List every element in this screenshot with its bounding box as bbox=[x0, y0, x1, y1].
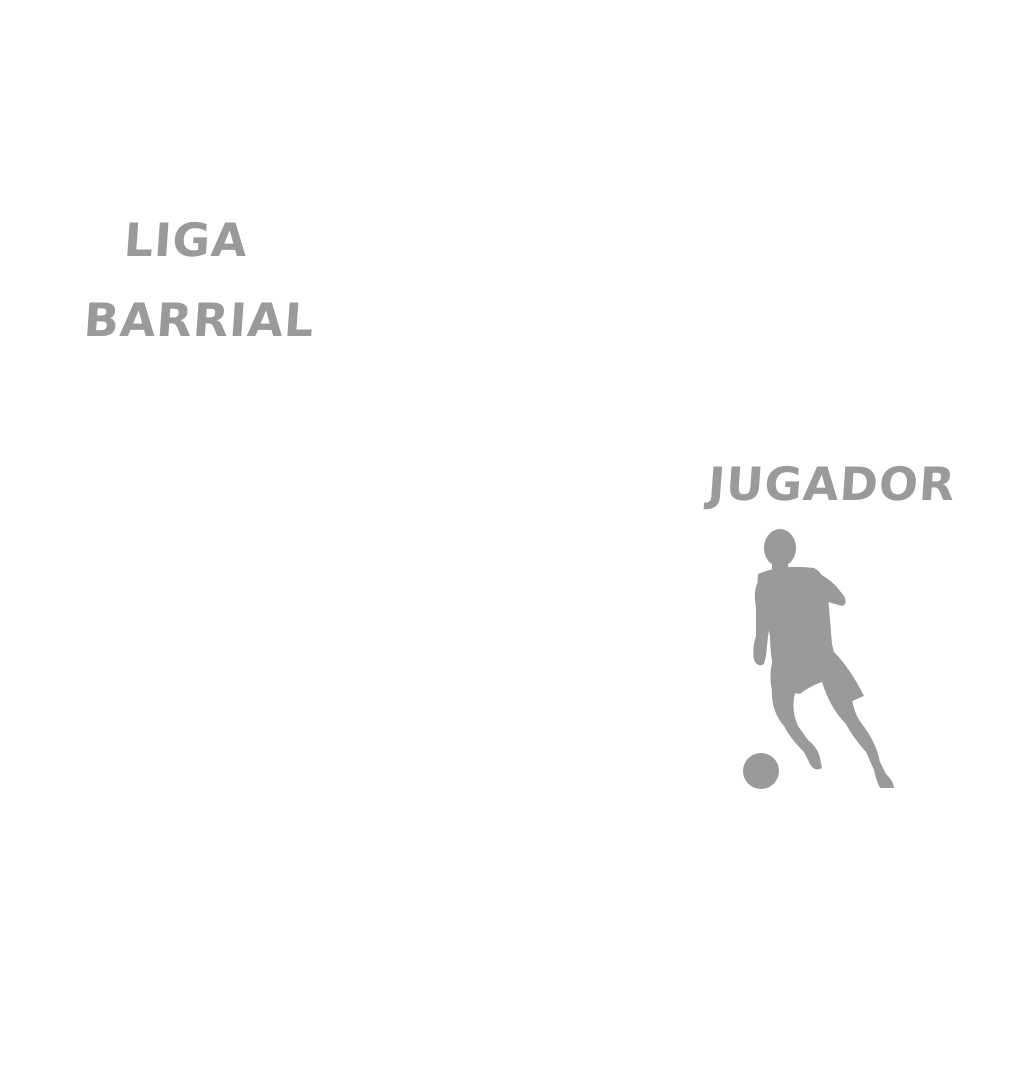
player-right-leg bbox=[822, 682, 894, 788]
player-left-leg bbox=[771, 686, 822, 770]
player-right-arm bbox=[812, 570, 846, 606]
league-title-line-1: LIGA bbox=[122, 213, 250, 267]
player-head bbox=[764, 529, 796, 567]
player-torso bbox=[757, 566, 835, 672]
player-shorts bbox=[770, 652, 864, 702]
soccer-player-silhouette-icon bbox=[743, 529, 894, 789]
player-left-arm bbox=[753, 578, 772, 666]
player-label: JUGADOR bbox=[706, 457, 958, 511]
league-title-line-2: BARRIAL bbox=[82, 293, 317, 347]
league-title: LIGA BARRIAL bbox=[82, 200, 317, 360]
soccer-ball bbox=[743, 753, 779, 789]
